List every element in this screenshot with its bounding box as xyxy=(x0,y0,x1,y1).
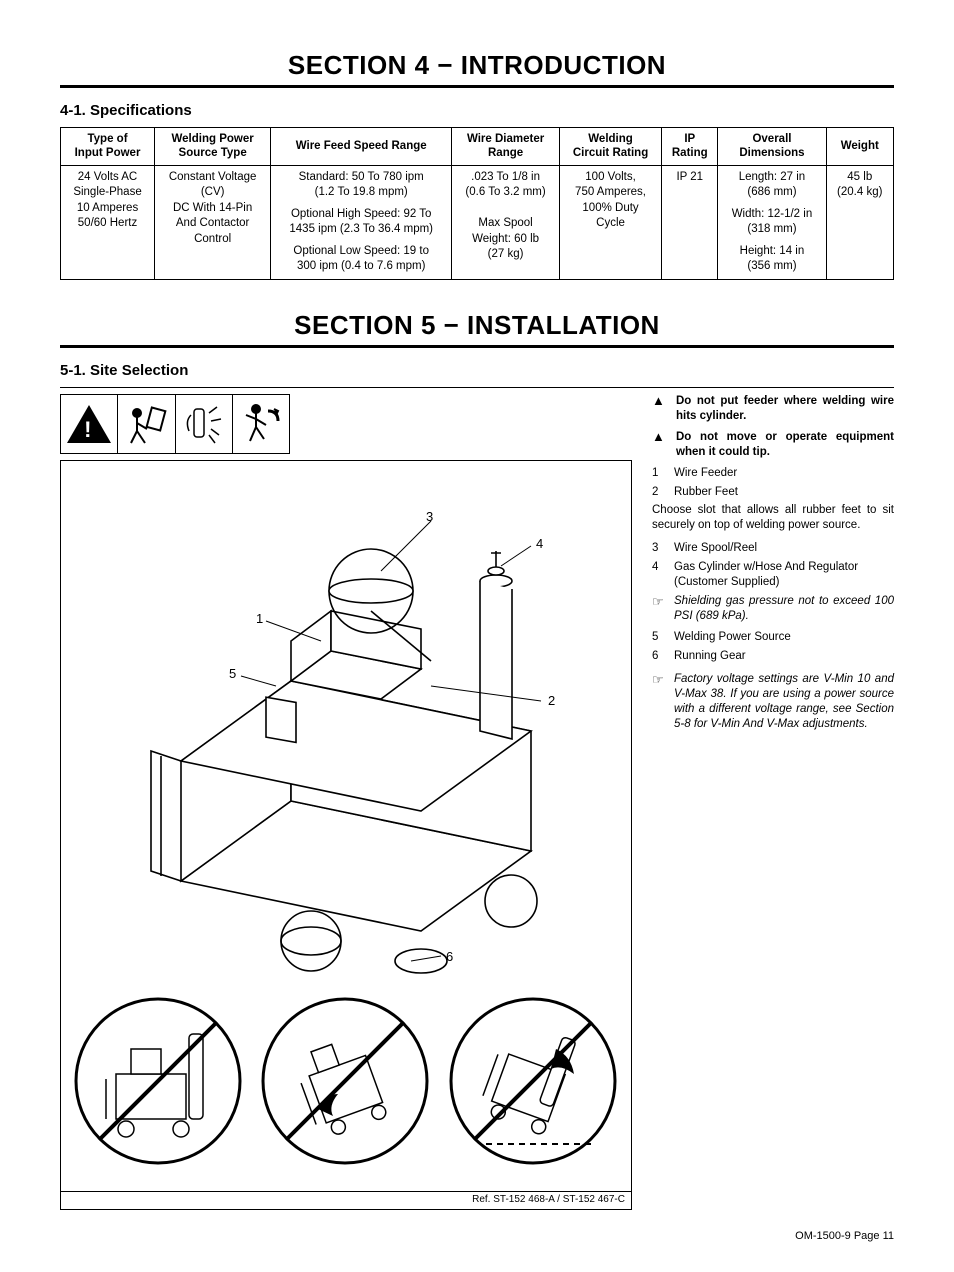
item-num: 4 xyxy=(652,560,674,590)
page-footer: OM-1500-9 Page 11 xyxy=(60,1230,894,1242)
site-diagram-frame: 1 3 4 5 2 6 xyxy=(60,460,632,1210)
td-dia: .023 To 1/8 in(0.6 To 3.2 mm)Max SpoolWe… xyxy=(452,165,560,279)
item-text: Running Gear xyxy=(674,649,894,664)
spark-hazard-icon xyxy=(176,395,233,453)
prohibit-2-icon xyxy=(258,994,433,1169)
td-ip: IP 21 xyxy=(662,165,718,279)
item-text: Rubber Feet xyxy=(674,485,894,500)
diagram-ref: Ref. ST-152 468-A / ST-152 467-C xyxy=(61,1191,631,1209)
section4-title: SECTION 4 − INTRODUCTION xyxy=(60,50,894,81)
th-dia: Wire DiameterRange xyxy=(452,128,560,166)
item-text: Welding Power Source xyxy=(674,630,894,645)
callout-5: 5 xyxy=(229,666,236,681)
rule xyxy=(60,387,894,388)
para1: Choose slot that allows all rubber feet … xyxy=(652,503,894,533)
td-input: 24 Volts ACSingle-Phase10 Amperes50/60 H… xyxy=(61,165,155,279)
subsection-4-1: 4-1. Specifications xyxy=(60,102,894,119)
prohibit-3-icon xyxy=(446,994,621,1169)
note-icon: ☞ xyxy=(652,594,674,611)
warning-triangle-icon: ▲ xyxy=(652,430,670,443)
feed-p2: Optional High Speed: 92 To1435 ipm (2.3 … xyxy=(277,207,445,238)
th-feed: Wire Feed Speed Range xyxy=(271,128,452,166)
th-dim: OverallDimensions xyxy=(718,128,826,166)
td-source: Constant Voltage(CV)DC With 14-PinAnd Co… xyxy=(155,165,271,279)
td-wt: 45 lb(20.4 kg) xyxy=(826,165,894,279)
site-selection-layout: 1 3 4 5 2 6 xyxy=(60,394,894,1210)
th-circ: WeldingCircuit Rating xyxy=(559,128,661,166)
th-source: Welding PowerSource Type xyxy=(155,128,271,166)
site-right: ▲ Do not put feeder where welding wire h… xyxy=(652,394,894,1210)
move-hazard-icon xyxy=(233,395,289,453)
note1: Shielding gas pressure not to exceed 100… xyxy=(674,594,894,624)
td-dim: Length: 27 in(686 mm) Width: 12-1/2 in(3… xyxy=(718,165,826,279)
item-num: 1 xyxy=(652,466,674,481)
item-text: Wire Feeder xyxy=(674,466,894,481)
callout-3: 3 xyxy=(426,509,433,524)
note-icon: ☞ xyxy=(652,672,674,689)
prohibit-row xyxy=(61,981,631,1191)
callout-6: 6 xyxy=(446,949,453,964)
item-num: 5 xyxy=(652,630,674,645)
tip-hazard-icon xyxy=(118,395,175,453)
th-wt: Weight xyxy=(826,128,894,166)
td-feed: Standard: 50 To 780 ipm(1.2 To 19.8 mpm)… xyxy=(271,165,452,279)
main-diagram: 1 3 4 5 2 6 xyxy=(61,461,631,981)
dim-p2: Width: 12-1/2 in(318 mm) xyxy=(724,207,819,238)
th-ip: IPRating xyxy=(662,128,718,166)
callout-4: 4 xyxy=(536,536,543,551)
item-num: 6 xyxy=(652,649,674,664)
feed-p3: Optional Low Speed: 19 to300 ipm (0.4 to… xyxy=(277,244,445,275)
item-num: 2 xyxy=(652,485,674,500)
callout-1: 1 xyxy=(256,611,263,626)
triangle-icon xyxy=(67,405,111,443)
rule xyxy=(60,85,894,88)
item-num: 3 xyxy=(652,541,674,556)
dim-p1: Length: 27 in(686 mm) xyxy=(724,170,819,201)
item-text: Wire Spool/Reel xyxy=(674,541,894,556)
caution-icon xyxy=(61,395,118,453)
subsection-5-1: 5-1. Site Selection xyxy=(60,362,894,379)
warning-triangle-icon: ▲ xyxy=(652,394,670,407)
td-circ: 100 Volts,750 Amperes,100% DutyCycle xyxy=(559,165,661,279)
item-text: Gas Cylinder w/Hose And Regulator (Custo… xyxy=(674,560,894,590)
th-input: Type ofInput Power xyxy=(61,128,155,166)
note2: Factory voltage settings are V-Min 10 an… xyxy=(674,672,894,732)
spec-table: Type ofInput Power Welding PowerSource T… xyxy=(60,127,894,280)
dim-p3: Height: 14 in(356 mm) xyxy=(724,244,819,275)
site-left: 1 3 4 5 2 6 xyxy=(60,394,632,1210)
warn1: Do not put feeder where welding wire hit… xyxy=(676,394,894,424)
prohibit-1-icon xyxy=(71,994,246,1169)
warn2: Do not move or operate equipment when it… xyxy=(676,430,894,460)
section5-title: SECTION 5 − INSTALLATION xyxy=(60,310,894,341)
callout-2: 2 xyxy=(548,693,555,708)
welding-cart-svg xyxy=(61,461,631,981)
warning-icon-strip xyxy=(60,394,290,454)
rule xyxy=(60,345,894,348)
feed-p1: Standard: 50 To 780 ipm(1.2 To 19.8 mpm) xyxy=(277,170,445,201)
